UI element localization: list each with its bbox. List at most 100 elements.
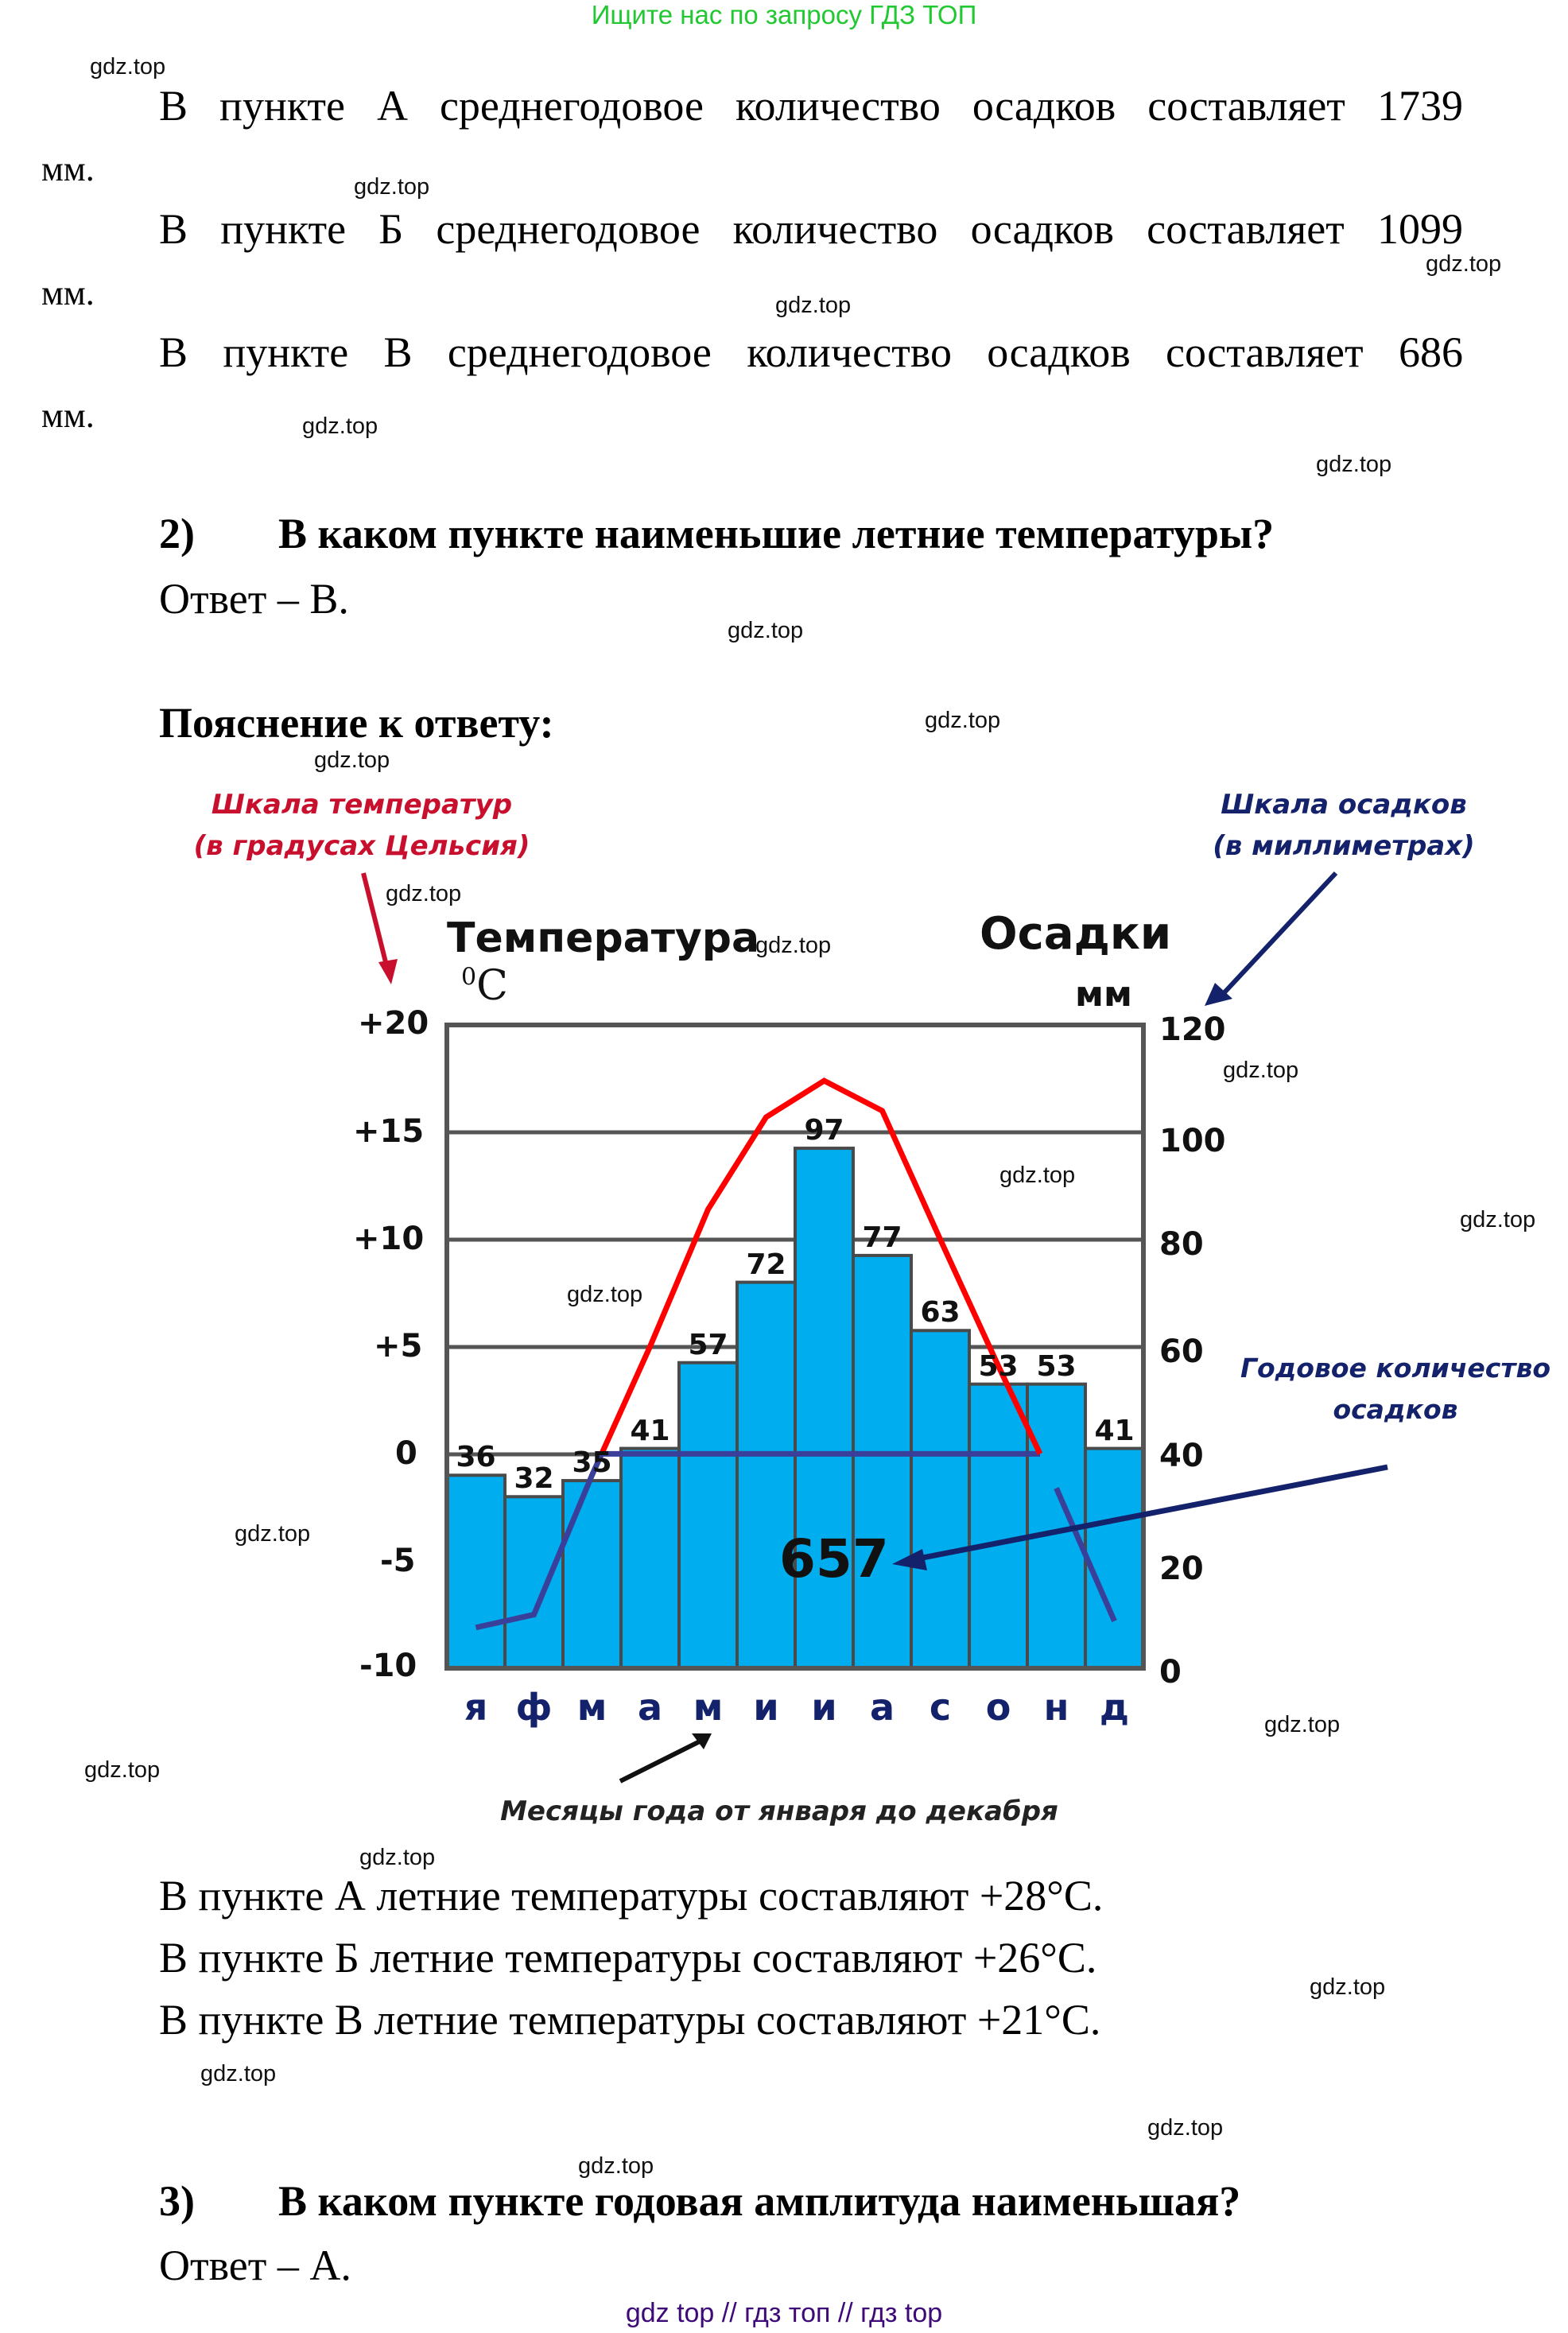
left-tick: +20 [358, 1005, 429, 1042]
month-axis: я ф м а м и и а с о н д [447, 1686, 1143, 1729]
bar-value: 77 [862, 1221, 902, 1254]
month-label: и [811, 1686, 837, 1729]
bar-value: 53 [1036, 1349, 1077, 1383]
precip-bar [1084, 1446, 1145, 1670]
watermark: gdz.top [1316, 452, 1392, 477]
months-arrowhead [692, 1733, 712, 1749]
right-tick: 60 [1159, 1333, 1204, 1370]
left-tick: -5 [380, 1543, 416, 1579]
temperature-line-warm [599, 1077, 1043, 1455]
watermark: gdz.top [1264, 1712, 1341, 1737]
annual-precip-arrowhead [892, 1549, 927, 1570]
precip-bar [968, 1382, 1029, 1670]
month-label: о [985, 1686, 1011, 1729]
temp-axis-unit: 0C [461, 962, 508, 1010]
watermark: gdz.top [728, 618, 804, 643]
precip-bar [503, 1495, 565, 1671]
precip-line-c: В пункте В среднегодовое количество осад… [159, 328, 1463, 377]
month-label: а [869, 1686, 895, 1729]
question-3-number: 3) [159, 2177, 195, 2225]
precip-bar [445, 1473, 506, 1671]
left-tick: +15 [353, 1113, 425, 1150]
months-caption: Месяцы года от января до декабря [500, 1795, 1058, 1827]
watermark: gdz.top [354, 174, 430, 200]
word: 1739 [1376, 82, 1463, 130]
watermark: gdz.top [925, 708, 1001, 733]
watermark: gdz.top [999, 1163, 1076, 1188]
question-3-text: В каком пункте годовая амплитуда наимень… [278, 2177, 1241, 2225]
word: пункте [220, 205, 347, 253]
left-tick: -10 [359, 1648, 417, 1684]
annual-precip-annotation: Годовое количество осадков [1228, 1348, 1562, 1430]
word: А [376, 82, 408, 130]
precip-unit-b: мм. [41, 274, 95, 312]
celsius-letter: C [476, 962, 508, 1010]
month-label: с [929, 1686, 952, 1729]
watermark: gdz.top [578, 2153, 654, 2179]
bar-value: 72 [746, 1248, 786, 1281]
question-2-answer: Ответ – В. [159, 575, 349, 623]
bar-value: 57 [688, 1328, 728, 1361]
precip-bar [677, 1361, 739, 1670]
bar-value: 36 [456, 1441, 496, 1474]
word: среднегодовое [447, 328, 712, 376]
word: В [383, 328, 413, 376]
watermark: gdz.top [84, 1757, 161, 1783]
question-2-number: 2) [159, 510, 195, 557]
left-tick: +10 [353, 1221, 425, 1257]
precip-bar [619, 1446, 681, 1670]
annual-precip-arrow [910, 1464, 1388, 1563]
word: осадков [972, 82, 1116, 130]
precip-scale-arrow [1222, 871, 1338, 995]
temperature-line-cold [1054, 1487, 1117, 1623]
temp-axis-title: Температура [447, 914, 760, 962]
word: среднегодовое [439, 82, 704, 130]
precip-unit-c: мм. [41, 396, 95, 435]
word: количество [735, 82, 941, 130]
right-tick: 0 [1159, 1654, 1182, 1691]
watermark: gdz.top [90, 54, 166, 80]
temp-scale-annotation: Шкала температур (в градусах Цельсия) [191, 784, 533, 867]
month-label: а [637, 1686, 663, 1729]
promo-header[interactable]: Ищите нас по запросу ГДЗ ТОП [591, 0, 977, 29]
word: составляет [1147, 82, 1345, 130]
annual-line2: осадков [1333, 1394, 1458, 1425]
summer-line-a: В пункте А летние температуры составляют… [159, 1872, 1104, 1920]
watermark: gdz.top [200, 2061, 277, 2087]
bar-value: 35 [572, 1446, 612, 1480]
precip-scale-annotation: Шкала осадков (в миллиметрах) [1193, 784, 1495, 867]
word: пункте [223, 328, 349, 376]
precip-bar [561, 1479, 623, 1670]
word: составляет [1165, 328, 1364, 376]
left-tick: +5 [374, 1328, 423, 1364]
precip-axis-title: Осадки [980, 908, 1172, 960]
month-label: д [1099, 1686, 1130, 1729]
word: составляет [1147, 205, 1345, 253]
right-tick: 120 [1159, 1011, 1226, 1048]
footer-links[interactable]: gdz top // гдз топ // гдз top [625, 2298, 943, 2328]
watermark: gdz.top [1426, 251, 1502, 277]
watermark: gdz.top [567, 1282, 643, 1307]
word: осадков [987, 328, 1131, 376]
question-2-text: В каком пункте наименьшие летние темпера… [278, 510, 1275, 557]
watermark: gdz.top [1460, 1207, 1536, 1232]
word: Б [378, 205, 404, 253]
bar-value: 41 [630, 1414, 670, 1447]
precip-axis-unit: мм [1075, 974, 1132, 1015]
precip-unit-a: мм. [41, 149, 95, 188]
watermark: gdz.top [775, 293, 852, 318]
bar-value: 32 [514, 1462, 554, 1496]
precip-bar [910, 1329, 971, 1671]
watermark: gdz.top [314, 747, 390, 773]
word: 686 [1398, 328, 1463, 376]
watermark: gdz.top [1310, 1974, 1386, 2000]
word: среднегодовое [436, 205, 701, 253]
precip-line-b: В пункте Б среднегодовое количество осад… [159, 204, 1463, 254]
watermark: gdz.top [1147, 2115, 1224, 2141]
month-label: я [464, 1686, 488, 1729]
months-arrow [619, 1739, 701, 1784]
precip-bar [735, 1280, 797, 1670]
precip-scale-line2: (в миллиметрах) [1213, 830, 1475, 862]
bar-value: 97 [804, 1114, 844, 1147]
